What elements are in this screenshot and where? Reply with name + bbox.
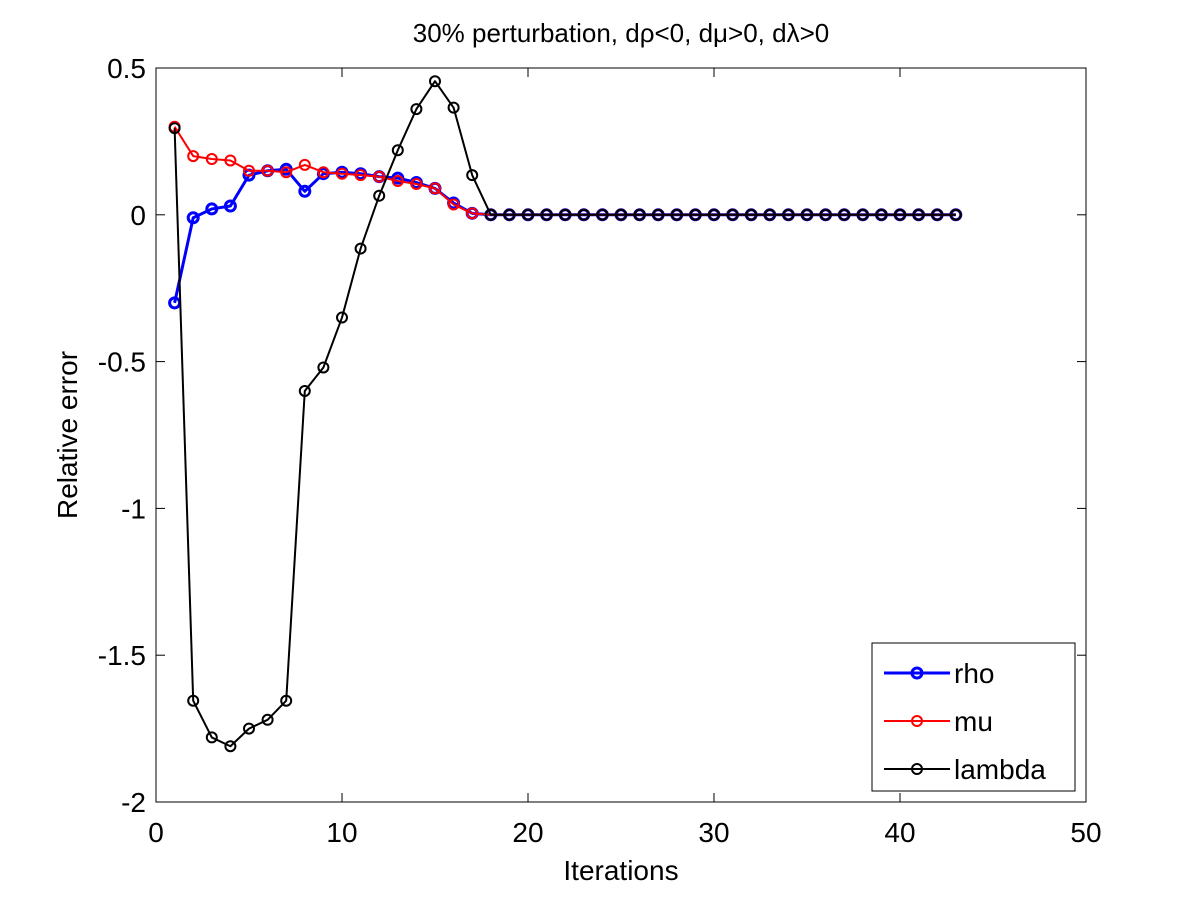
point-mu xyxy=(261,164,274,177)
point-lambda xyxy=(168,122,181,135)
legend-marker xyxy=(911,763,923,775)
point-mu xyxy=(410,177,423,190)
point-mu xyxy=(429,182,441,195)
point-lambda xyxy=(689,208,702,221)
point-mu xyxy=(354,169,367,182)
x-tick-label: 10 xyxy=(326,817,357,848)
point-mu xyxy=(373,170,386,183)
legend-label: mu xyxy=(954,706,993,737)
point-lambda xyxy=(354,242,367,255)
point-rho xyxy=(205,202,219,216)
x-axis-label: Iterations xyxy=(563,855,678,886)
point-lambda xyxy=(187,694,200,707)
point-lambda xyxy=(447,101,460,114)
point-lambda xyxy=(931,208,944,221)
point-lambda xyxy=(912,208,925,221)
y-tick-label: -2 xyxy=(121,787,146,818)
point-lambda xyxy=(763,208,776,221)
y-tick-label: -1 xyxy=(121,493,146,524)
point-mu xyxy=(280,166,293,179)
point-mu xyxy=(205,153,218,166)
point-lambda xyxy=(633,208,646,221)
series-line-lambda xyxy=(173,80,956,748)
point-mu xyxy=(336,167,348,180)
legend-box xyxy=(871,642,1076,792)
point-lambda xyxy=(949,208,962,221)
legend-marker xyxy=(910,666,924,680)
point-lambda xyxy=(856,208,869,221)
point-lambda xyxy=(243,722,255,735)
point-lambda xyxy=(503,208,516,221)
point-lambda xyxy=(484,208,497,221)
point-mu xyxy=(224,154,237,167)
point-lambda xyxy=(336,311,348,324)
point-lambda xyxy=(280,694,293,707)
point-lambda xyxy=(819,208,832,221)
point-lambda xyxy=(261,713,274,726)
point-lambda xyxy=(522,208,534,221)
series-layer xyxy=(168,75,963,753)
x-tick-label: 0 xyxy=(148,817,164,848)
legend-label: rho xyxy=(954,658,994,689)
point-mu xyxy=(243,164,255,177)
y-tick-label: -0.5 xyxy=(98,347,146,378)
y-axis-label: Relative error xyxy=(52,351,83,519)
point-mu xyxy=(466,207,479,220)
point-lambda xyxy=(596,208,609,221)
y-tick-label: -1.5 xyxy=(98,640,146,671)
point-lambda xyxy=(317,361,330,374)
legend-marker xyxy=(911,715,923,727)
point-lambda xyxy=(875,208,888,221)
point-lambda xyxy=(708,208,720,221)
point-lambda xyxy=(615,208,627,221)
point-lambda xyxy=(782,208,795,221)
y-tick-label: 0.5 xyxy=(107,53,146,84)
point-lambda xyxy=(224,740,237,753)
point-rho xyxy=(223,199,237,213)
point-lambda xyxy=(429,75,441,88)
y-tick-label: 0 xyxy=(130,200,146,231)
point-lambda xyxy=(670,208,683,221)
point-rho xyxy=(298,184,312,198)
point-mu xyxy=(187,150,200,163)
series-lambda xyxy=(168,75,962,753)
legend-item-mu: mu xyxy=(884,706,993,737)
point-lambda xyxy=(652,208,665,221)
x-tick-label: 50 xyxy=(1070,817,1101,848)
point-lambda xyxy=(577,208,590,221)
x-tick-label: 20 xyxy=(512,817,543,848)
x-tick-label: 40 xyxy=(884,817,915,848)
legend-label: lambda xyxy=(954,754,1046,785)
point-lambda xyxy=(801,208,813,221)
point-rho xyxy=(186,211,200,225)
point-mu xyxy=(391,175,404,188)
legend-item-rho: rho xyxy=(884,658,994,689)
point-lambda xyxy=(391,144,404,157)
axes-frame xyxy=(155,67,1087,803)
point-lambda xyxy=(410,103,423,116)
point-lambda xyxy=(298,384,311,397)
point-lambda xyxy=(559,208,572,221)
legend: rho mu lambda xyxy=(871,642,1076,792)
point-mu xyxy=(298,158,311,171)
point-lambda xyxy=(205,731,218,744)
point-lambda xyxy=(838,208,851,221)
point-lambda xyxy=(726,208,739,221)
chart-title: 30% perturbation, dρ<0, dμ>0, dλ>0 xyxy=(413,18,829,48)
point-lambda xyxy=(466,169,479,182)
x-tick-label: 30 xyxy=(698,817,729,848)
point-lambda xyxy=(745,208,758,221)
point-lambda xyxy=(373,189,386,202)
legend-item-lambda: lambda xyxy=(884,754,1046,785)
point-lambda xyxy=(894,208,906,221)
point-lambda xyxy=(540,208,553,221)
point-mu xyxy=(447,198,460,211)
axes-box xyxy=(155,67,1087,803)
point-mu xyxy=(317,166,330,179)
